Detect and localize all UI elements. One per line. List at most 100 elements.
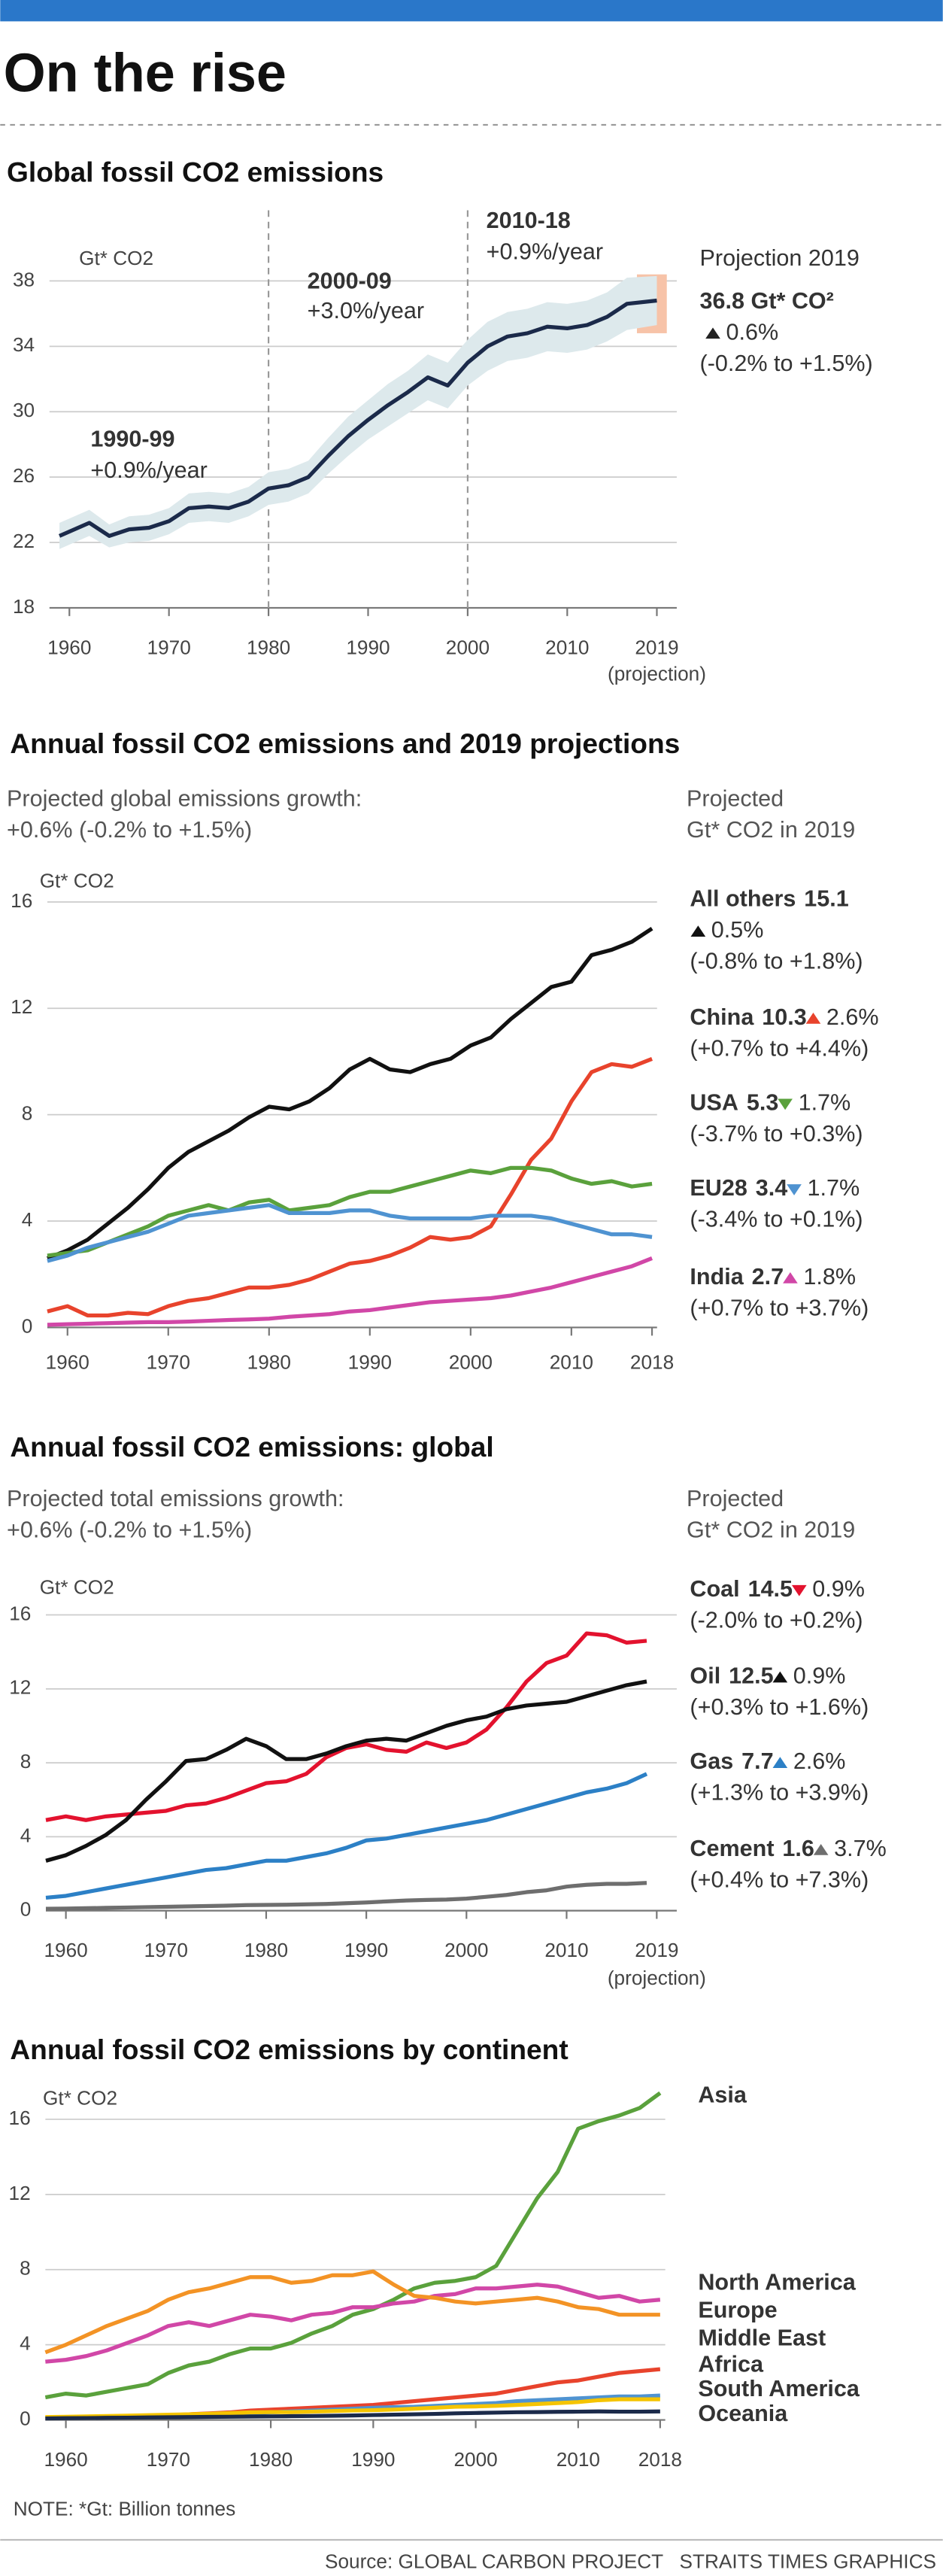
legend-label: Asia [698, 2082, 747, 2107]
series-line [47, 1203, 653, 1263]
legend-label: Cement 1.6 [690, 1836, 814, 1861]
legend-name: Oceania [698, 2401, 788, 2426]
series-line [45, 2409, 660, 2421]
x-tick-label: 1980 [249, 2448, 293, 2471]
legend-change: 1.7% [808, 1175, 860, 1201]
x-tick-label: 2000 [446, 636, 490, 658]
annotation-label: 2000-09 [308, 269, 392, 294]
x-tick-label: 1960 [44, 1939, 87, 1961]
y-tick-label: 26 [13, 464, 35, 487]
legend-label: Gas 7.7 [690, 1748, 773, 1774]
legend-label: Europe [698, 2298, 777, 2323]
annotation-label: 1990-99 [90, 426, 174, 451]
legend-change: 2.6% [793, 1748, 846, 1774]
legend-name: USA [690, 1090, 738, 1116]
x-tick-label: 2018 [638, 2448, 682, 2471]
legend-value: 7.7 [741, 1748, 774, 1774]
legend-name: South America [698, 2376, 860, 2401]
legend-title: Projected [687, 1486, 784, 1511]
source: Source: GLOBAL CARBON PROJECT STRAITS TI… [325, 2550, 936, 2572]
legend-label: Oceania [698, 2401, 788, 2426]
annotation-text: +0.9%/year [487, 238, 603, 264]
x-tick-label: 1990 [348, 1350, 392, 1373]
legend-value: 1.6 [782, 1836, 814, 1861]
x-tick-label: 1960 [47, 636, 91, 658]
series-line [44, 2091, 662, 2400]
y-tick-label: 0 [20, 2407, 31, 2429]
legend-name: India [690, 1264, 744, 1290]
x-tick-label: 1960 [44, 2448, 87, 2471]
y-tick-label: 18 [13, 595, 35, 618]
legend-range: (-3.7% to +0.3%) [690, 1121, 863, 1147]
direction-arrow [772, 1671, 788, 1683]
legend-range: (-3.4% to +0.1%) [690, 1207, 863, 1232]
x-note: (projection) [608, 1967, 706, 1989]
y-axis-label: Gt* CO2 [40, 870, 114, 892]
series-line [46, 927, 653, 1260]
legend-label: USA 5.3 [690, 1090, 778, 1116]
y-tick-label: 38 [13, 268, 35, 290]
x-tick-label: 1980 [244, 1939, 288, 1961]
direction-arrow [772, 1757, 788, 1768]
subtitle: Projected global emissions growth: [7, 786, 362, 812]
y-tick-label: 4 [20, 1824, 32, 1846]
x-tick-label: 2019 [635, 1939, 678, 1961]
x-tick-label: 2010 [545, 636, 589, 658]
legend-change: 2.6% [826, 1004, 879, 1030]
x-tick-label: 1990 [344, 1939, 388, 1961]
legend-change: 0.9% [793, 1663, 846, 1689]
direction-arrow [791, 1584, 807, 1596]
x-tick-label: 1990 [346, 636, 390, 658]
subtitle: +0.6% (-0.2% to +1.5%) [7, 817, 252, 843]
legend-value: 14.5 [748, 1576, 793, 1602]
x-tick-label: 1970 [147, 1350, 190, 1373]
legend-value: 3.4 [756, 1175, 788, 1201]
direction-arrow [805, 1013, 821, 1024]
x-tick-label: 2010 [550, 1350, 593, 1373]
series-line [45, 2397, 660, 2420]
projection-title: Projection 2019 [700, 245, 860, 271]
legend-value: 12.5 [729, 1663, 773, 1689]
x-note: (projection) [608, 662, 706, 685]
y-tick-label: 4 [22, 1208, 33, 1231]
y-tick-label: 0 [20, 1898, 32, 1921]
y-tick-label: 30 [13, 399, 35, 421]
x-tick-label: 2019 [635, 636, 678, 658]
legend-name: North America [698, 2269, 856, 2295]
y-tick-label: 34 [13, 333, 35, 356]
legend-name: Cement [690, 1836, 774, 1861]
series-line [45, 1631, 647, 1822]
x-tick-label: 1970 [147, 2448, 190, 2471]
legend-range: (+0.7% to +3.7%) [690, 1295, 869, 1320]
y-tick-label: 8 [20, 1750, 32, 1773]
legend-title: Projected [687, 786, 784, 812]
legend-label: China 10.3 [690, 1004, 806, 1030]
y-tick-label: 22 [13, 530, 35, 552]
y-tick-label: 8 [22, 1102, 33, 1125]
direction-arrow [778, 1098, 793, 1110]
projection-value: 36.8 Gt* CO² [700, 288, 834, 314]
x-tick-label: 1970 [144, 1939, 188, 1961]
projection-change: 0.6% [726, 319, 778, 345]
subtitle: +0.6% (-0.2% to +1.5%) [7, 1517, 252, 1542]
series-line [47, 1056, 653, 1318]
chart-title: Global fossil CO2 emissions [7, 156, 384, 187]
series-line [47, 1165, 653, 1258]
legend-name: All others [690, 886, 796, 912]
x-tick-label: 1960 [46, 1350, 89, 1373]
direction-arrow [783, 1272, 798, 1283]
legend-value: 2.7 [752, 1264, 784, 1290]
x-tick-label: 1990 [351, 2448, 395, 2471]
series-line [58, 298, 657, 538]
top-bar [0, 0, 943, 22]
legend-name: Europe [698, 2298, 777, 2323]
chart-title: Annual fossil CO2 emissions: global [10, 1431, 493, 1463]
legend-range: (-0.8% to +1.8%) [690, 949, 863, 974]
legend-change: 3.7% [834, 1836, 887, 1861]
legend-change: 0.9% [812, 1576, 865, 1602]
legend-change: 0.5% [711, 917, 764, 943]
legend-name: Oil [690, 1663, 720, 1689]
legend-name: Coal [690, 1576, 739, 1602]
legend-range: (+0.7% to +4.4%) [690, 1035, 869, 1061]
note: NOTE: *Gt: Billion tonnes [14, 2498, 235, 2520]
